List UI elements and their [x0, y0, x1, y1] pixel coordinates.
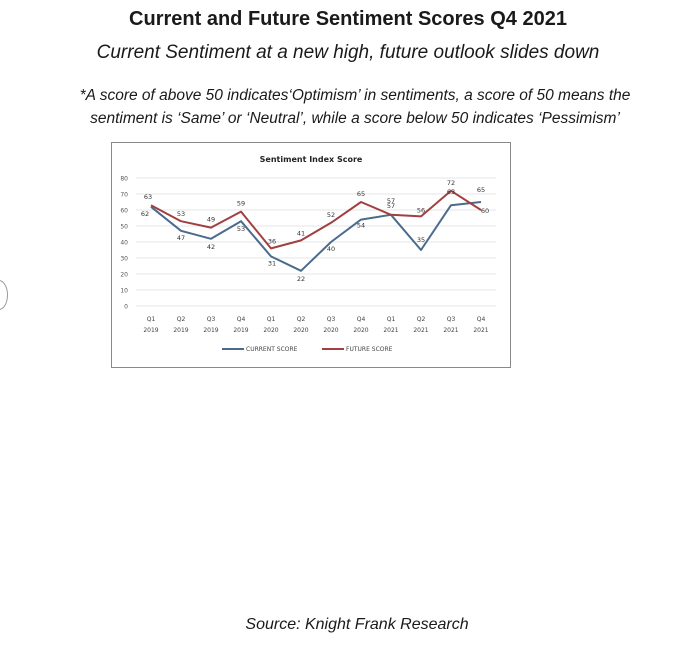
x-tick-quarter: Q3 [207, 316, 216, 323]
data-label-future: 59 [237, 200, 245, 208]
data-label-future: 60 [481, 207, 489, 215]
x-tick-year: 2020 [323, 327, 338, 334]
x-tick-quarter: Q2 [177, 316, 186, 323]
data-label-current: 40 [327, 245, 335, 253]
source-caption: Source: Knight Frank Research [245, 616, 469, 633]
data-label-future: 53 [177, 210, 185, 218]
data-label-future: 65 [357, 190, 365, 198]
y-tick-label: 20 [120, 272, 128, 279]
page-subtitle: Current Sentiment at a new high, future … [96, 42, 600, 63]
x-tick-quarter: Q1 [147, 316, 156, 323]
chart-title: Sentiment Index Score [260, 155, 363, 164]
data-label-current: 62 [141, 210, 149, 218]
x-tick-quarter: Q2 [297, 316, 306, 323]
data-label-current: 22 [297, 275, 305, 283]
score-note: *A score of above 50 indicates‘Optimism’… [40, 84, 670, 130]
score-note-line-2: sentiment is ‘Same’ or ‘Neutral’, while … [90, 110, 620, 127]
data-label-current: 57 [387, 197, 395, 205]
x-tick-year: 2019 [173, 327, 188, 334]
series-line-current [150, 201, 482, 272]
sentiment-line-chart: Sentiment Index Score 0 10 20 30 40 50 60 70 80 Q1… [120, 155, 496, 353]
y-tick-label: 30 [120, 256, 128, 263]
data-label-future: 36 [268, 237, 276, 245]
y-tick-label: 60 [120, 208, 128, 215]
data-label-future: 63 [144, 193, 152, 201]
x-tick-quarter: Q1 [267, 316, 276, 323]
y-tick-label: 40 [120, 240, 128, 247]
data-label-future: 72 [447, 179, 455, 187]
y-tick-label: 50 [120, 224, 128, 231]
score-note-line-1: *A score of above 50 indicates‘Optimism’… [79, 87, 631, 104]
x-tick-quarter: Q2 [417, 316, 426, 323]
data-label-current: 47 [177, 234, 185, 242]
legend-label-current: CURRENT SCORE [246, 346, 298, 353]
x-tick-year: 2021 [473, 327, 488, 334]
data-label-current: 63 [447, 188, 455, 196]
x-tick-year: 2021 [443, 327, 458, 334]
y-tick-label: 80 [120, 176, 128, 183]
x-tick-quarter: Q4 [237, 316, 246, 323]
x-tick-quarter: Q3 [447, 316, 456, 323]
chart-frame: Sentiment Index Score 0 10 20 30 40 50 60 70 80 Q1… [111, 142, 511, 368]
data-label-future: 52 [327, 211, 335, 219]
data-label-future: 56 [417, 206, 425, 214]
series-line-future [150, 189, 482, 250]
x-tick-year: 2019 [203, 327, 218, 334]
x-tick-year: 2021 [413, 327, 428, 334]
page-title: Current and Future Sentiment Scores Q4 2… [129, 8, 567, 30]
x-tick-quarter: Q1 [387, 316, 396, 323]
data-label-current: 53 [237, 225, 245, 233]
x-tick-quarter: Q4 [357, 316, 366, 323]
legend-label-future: FUTURE SCORE [346, 346, 393, 353]
data-label-current: 31 [268, 259, 276, 267]
x-tick-year: 2021 [383, 327, 398, 334]
x-tick-quarter: Q4 [477, 316, 486, 323]
y-tick-label: 0 [124, 304, 128, 311]
data-label-current: 65 [477, 186, 485, 194]
x-tick-year: 2019 [233, 327, 248, 334]
y-tick-label: 10 [120, 288, 128, 295]
data-label-current: 42 [207, 243, 215, 251]
x-tick-year: 2020 [293, 327, 308, 334]
y-tick-label: 70 [120, 192, 128, 199]
data-label-current: 54 [357, 222, 365, 230]
x-tick-year: 2019 [143, 327, 158, 334]
data-label-future: 41 [297, 229, 305, 237]
data-label-current: 35 [417, 236, 425, 244]
x-tick-quarter: Q3 [327, 316, 336, 323]
x-tick-year: 2020 [263, 327, 278, 334]
data-label-future: 49 [207, 216, 215, 224]
x-tick-year: 2020 [353, 327, 368, 334]
data-label-future: 57 [387, 202, 395, 210]
carousel-scroll-handle[interactable] [0, 280, 8, 310]
